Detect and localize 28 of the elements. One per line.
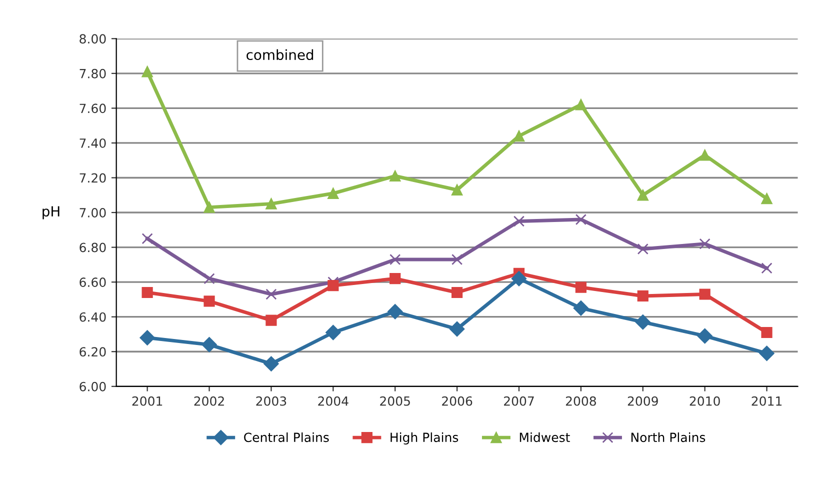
legend-label: High Plains (390, 432, 458, 445)
y-tick-label: 6.60 (80, 278, 106, 287)
x-tick-label: 2001 (132, 396, 162, 406)
y-tick-label: 7.40 (80, 138, 106, 148)
legend-label: North Plains (631, 432, 706, 442)
y-tick-label: 7.00 (80, 208, 106, 218)
legend-label: Central Plains (244, 432, 329, 442)
x-tick-label: 2009 (628, 396, 658, 406)
x-tick-label: 2002 (194, 396, 224, 406)
y-tick-label: 6.20 (80, 347, 106, 357)
y-tick-label: 7.20 (80, 173, 106, 183)
legend-label: Midwest (520, 432, 570, 442)
x-tick-label: 2008 (566, 396, 596, 406)
x-tick-label: 2007 (504, 396, 534, 406)
y-tick-label: 6.80 (80, 242, 106, 252)
x-tick-label: 2004 (318, 396, 348, 406)
y-tick-label: 6.40 (80, 312, 106, 322)
x-tick-label: 2003 (256, 396, 286, 406)
x-tick-label: 2005 (380, 396, 410, 406)
x-tick-label: 2011 (752, 396, 782, 406)
y-tick-label: 8.00 (80, 34, 106, 44)
y-tick-label: 7.60 (80, 104, 106, 114)
x-tick-label: 2010 (690, 396, 720, 406)
y-tick-label: 6.00 (80, 382, 106, 392)
x-tick-label: 2006 (442, 396, 472, 406)
y-axis-title: pH (42, 206, 60, 220)
text: combined (246, 49, 314, 60)
y-tick-label: 7.80 (80, 68, 106, 78)
